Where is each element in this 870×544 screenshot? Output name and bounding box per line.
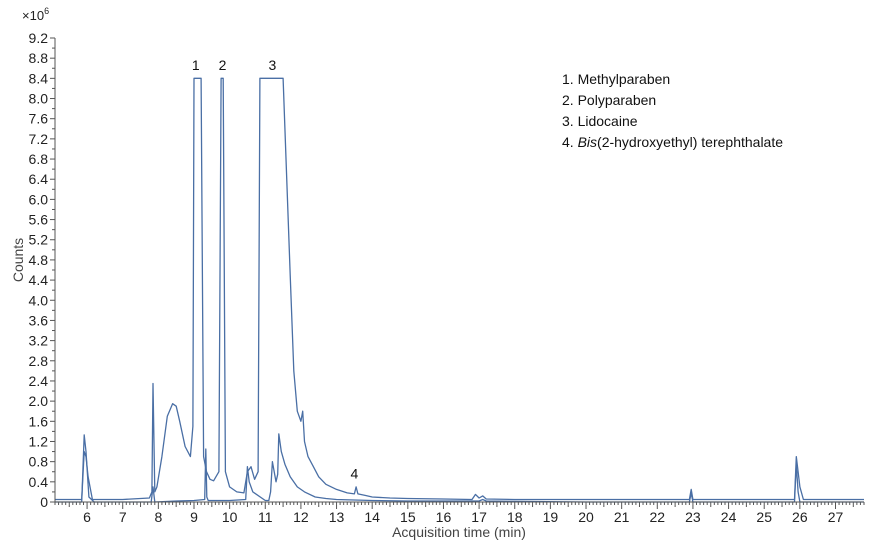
y-axis-exponent: 6	[44, 6, 49, 16]
x-tick-label: 13	[329, 509, 345, 525]
x-tick-label: 6	[83, 509, 91, 525]
y-tick-label: 8.0	[29, 91, 49, 107]
x-tick-label: 14	[364, 509, 380, 525]
y-tick-label: 6.4	[29, 171, 49, 187]
y-axis-title: Counts	[10, 238, 26, 282]
legend-name: Methylparaben	[578, 71, 671, 87]
y-tick-label: 3.2	[29, 333, 49, 349]
x-tick-label: 18	[507, 509, 523, 525]
legend-name: (2-hydroxyethyl) terephthalate	[597, 134, 783, 150]
y-tick-label: 3.6	[29, 312, 49, 328]
y-tick-label: 4.4	[29, 272, 49, 288]
x-tick-label: 12	[293, 509, 309, 525]
legend-number: 1.	[562, 71, 578, 87]
x-axis-title: Acquisition time (min)	[392, 524, 526, 540]
y-tick-label: 6.0	[29, 191, 49, 207]
legend-entry: 4. Bis(2-hydroxyethyl) terephthalate	[562, 134, 783, 150]
y-tick-label: 2.8	[29, 353, 49, 369]
series-line-1	[55, 77, 864, 501]
legend-italic: Bis	[578, 134, 597, 150]
y-axis-multiplier: ×106	[22, 6, 49, 23]
peak-label-2: 2	[219, 57, 227, 73]
y-tick-label: 1.2	[29, 433, 49, 449]
peak-labels: 1 2 3 4	[192, 57, 359, 482]
y-tick-label: 5.2	[29, 232, 49, 248]
series-line-2	[55, 433, 864, 503]
x-tick-label: 26	[792, 509, 808, 525]
legend-name: Lidocaine	[578, 113, 638, 129]
legend-name: Polyparaben	[578, 92, 657, 108]
legend-number: 4.	[562, 134, 578, 150]
x-tick-label: 16	[436, 509, 452, 525]
legend-entry: 2. Polyparaben	[562, 92, 656, 108]
x-tick-label: 21	[614, 509, 630, 525]
x-tick-label: 15	[400, 509, 416, 525]
peak-label-4: 4	[350, 465, 358, 481]
y-tick-label: 5.6	[29, 212, 49, 228]
legend-number: 2.	[562, 92, 578, 108]
y-tick-label: 2.0	[29, 393, 49, 409]
x-tick-label: 27	[828, 509, 844, 525]
x-tick-label: 20	[578, 509, 594, 525]
peak-label-1: 1	[192, 57, 200, 73]
x-tick-label: 22	[650, 509, 666, 525]
x-tick-label: 8	[154, 509, 162, 525]
x-tick-label: 25	[756, 509, 772, 525]
y-tick-label: 0	[40, 494, 48, 510]
peak-label-3: 3	[268, 57, 276, 73]
x-tick-label: 24	[721, 509, 737, 525]
x-tick-label: 10	[222, 509, 238, 525]
legend-number: 3.	[562, 113, 578, 129]
y-tick-label: 4.0	[29, 292, 49, 308]
x-tick-label: 17	[471, 509, 487, 525]
x-axis-ticks: 6 7 8 9 10 11 12 13 14 15 16 17 18 19 20 21 22 23 24 25 26 27	[54, 502, 865, 525]
legend-entry: 3. Lidocaine	[562, 113, 638, 129]
x-tick-label: 23	[685, 509, 701, 525]
x-tick-label: 11	[258, 509, 273, 525]
y-tick-label: 6.8	[29, 151, 49, 167]
x-tick-label: 7	[119, 509, 127, 525]
y-tick-label: 8.4	[29, 70, 49, 86]
y-axis-ticks: 0 0.4 0.8 1.2 1.6 2.0 2.4 2.8 3.2 3.6 4.0 4.4 4.8 5.2…	[29, 30, 55, 510]
y-tick-label: 7.2	[29, 131, 49, 147]
y-tick-label: 2.4	[29, 373, 49, 389]
legend-entry: 1. Methylparaben	[562, 71, 670, 87]
y-tick-label: 0.4	[29, 474, 49, 490]
y-tick-label: 0.8	[29, 454, 49, 470]
y-tick-label: 9.2	[29, 30, 49, 46]
y-tick-label: 7.6	[29, 111, 49, 127]
x-tick-label: 9	[190, 509, 198, 525]
y-tick-label: 1.6	[29, 413, 49, 429]
y-tick-label: 4.8	[29, 252, 49, 268]
x-tick-label: 19	[543, 509, 559, 525]
y-tick-label: 8.8	[29, 50, 49, 66]
